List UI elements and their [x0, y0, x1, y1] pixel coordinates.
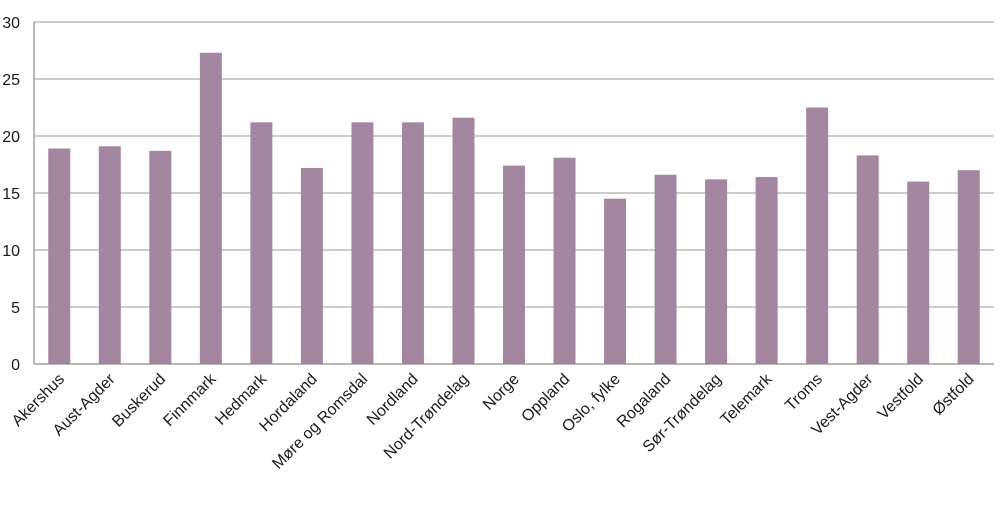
x-category-label: Telemark	[718, 370, 777, 429]
y-tick-labels: 0 5 10 15 20 25 30	[2, 15, 20, 374]
bar-1	[98, 146, 121, 364]
bars	[48, 52, 980, 364]
y-tick-label: 25	[2, 72, 20, 89]
bar-4	[250, 122, 273, 364]
bar-18	[957, 170, 980, 364]
bar-5	[300, 167, 323, 364]
bar-12	[654, 174, 677, 364]
y-tick-label: 15	[2, 186, 20, 203]
bar-17	[907, 181, 930, 364]
bar-6	[351, 122, 374, 364]
axes	[33, 22, 994, 365]
bar-13	[705, 179, 728, 364]
y-tick-label: 30	[2, 15, 20, 32]
y-tick-label: 5	[11, 300, 20, 317]
x-category-label: Østfold	[930, 371, 978, 419]
bar-16	[856, 155, 879, 364]
x-category-label: Nord-Trøndelag	[381, 371, 472, 462]
bar-3	[199, 52, 222, 364]
x-category-label: Norge	[480, 371, 523, 414]
x-category-labels: AkershusAust-AgderBuskerudFinnmarkHedmar…	[9, 370, 978, 473]
bar-2	[149, 150, 172, 364]
y-tick-label: 20	[2, 129, 20, 146]
bar-7	[401, 122, 424, 364]
x-category-label: Møre og Romsdal	[269, 371, 371, 473]
bar-11	[604, 198, 627, 364]
bar-14	[755, 177, 778, 364]
bar-8	[452, 117, 475, 364]
x-category-label: Finnmark	[160, 370, 220, 430]
bar-0	[48, 148, 71, 364]
x-category-label: Troms	[782, 371, 826, 415]
x-category-label: Buskerud	[109, 371, 169, 431]
bar-10	[553, 157, 576, 364]
bar-15	[806, 107, 829, 364]
y-tick-label: 10	[2, 243, 20, 260]
bar-9	[503, 165, 525, 364]
x-category-label: Vestfold	[875, 371, 927, 423]
y-tick-label: 0	[11, 357, 20, 374]
